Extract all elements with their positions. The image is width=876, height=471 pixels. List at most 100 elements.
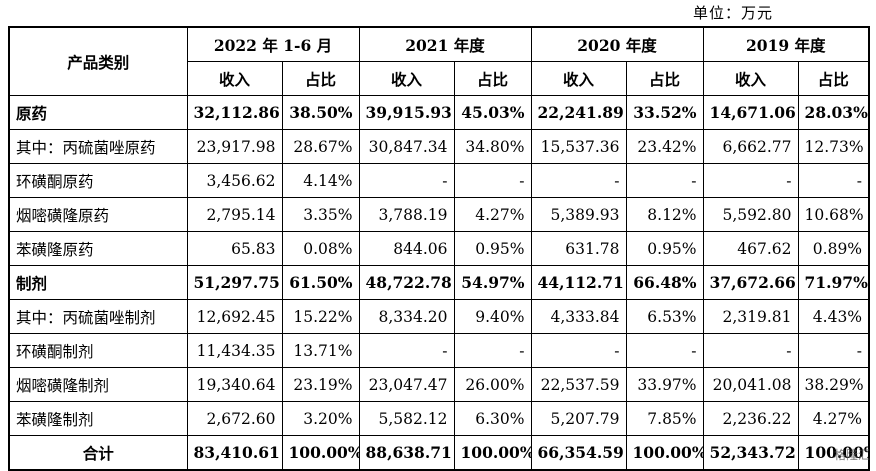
row-label: 其中：丙硫菌唑原药: [8, 129, 188, 164]
share-cell: -: [797, 333, 870, 368]
share-cell: 4.27%: [453, 197, 532, 232]
share-cell: -: [453, 163, 532, 198]
income-cell: -: [358, 333, 455, 368]
period-header: 2022 年 1-6 月: [186, 26, 360, 62]
share-cell: 4.43%: [797, 299, 870, 334]
table-row: 原药 32,112.86 38.50% 39,915.93 45.03% 22,241.8…: [8, 95, 870, 130]
income-cell: 37,672.66: [702, 265, 799, 300]
share-cell: 33.97%: [625, 367, 704, 402]
income-cell: 32,112.86: [186, 95, 283, 130]
table-row: 苯磺隆制剂 2,672.60 3.20% 5,582.12 6.30% 5,207.79 7…: [8, 401, 870, 436]
share-cell: 34.80%: [453, 129, 532, 164]
revenue-table: 产品类别 2022 年 1-6 月 2021 年度 2020 年度 2019 年…: [8, 26, 871, 471]
income-cell: 11,434.35: [186, 333, 283, 368]
income-cell: 88,638.71: [358, 435, 455, 471]
income-cell: 631.78: [530, 231, 627, 266]
income-header: 收入: [702, 61, 799, 96]
share-cell: 12.73%: [797, 129, 870, 164]
share-cell: 7.85%: [625, 401, 704, 436]
share-cell: 45.03%: [453, 95, 532, 130]
row-label: 烟嘧磺隆制剂: [8, 367, 188, 402]
income-cell: 3,788.19: [358, 197, 455, 232]
table-row: 制剂 51,297.75 61.50% 48,722.78 54.97% 44,112.7…: [8, 265, 870, 300]
table-row: 苯磺隆原药 65.83 0.08% 844.06 0.95% 631.78 0.95% 467…: [8, 231, 870, 266]
income-cell: 19,340.64: [186, 367, 283, 402]
income-cell: 844.06: [358, 231, 455, 266]
share-cell: 23.42%: [625, 129, 704, 164]
period-header: 2020 年度: [530, 26, 704, 62]
income-cell: 14,671.06: [702, 95, 799, 130]
share-cell: 100.00%: [797, 435, 870, 471]
income-cell: 5,389.93: [530, 197, 627, 232]
table-row: 其中：丙硫菌唑原药 23,917.98 28.67% 30,847.34 34.80% 1…: [8, 129, 870, 164]
income-cell: -: [358, 163, 455, 198]
watermark: 格隆汇: [833, 448, 870, 462]
share-cell: -: [625, 333, 704, 368]
share-cell: 100.00%: [625, 435, 704, 471]
income-cell: 52,343.72: [702, 435, 799, 471]
share-header: 占比: [281, 61, 360, 96]
share-cell: 0.95%: [453, 231, 532, 266]
share-cell: 28.03%: [797, 95, 870, 130]
share-header: 占比: [797, 61, 870, 96]
share-cell: 26.00%: [453, 367, 532, 402]
income-cell: 6,662.77: [702, 129, 799, 164]
share-cell: 0.95%: [625, 231, 704, 266]
share-cell: 10.68%: [797, 197, 870, 232]
unit-note: 单位：万元: [692, 4, 773, 22]
row-label: 环磺酮原药: [8, 163, 188, 198]
share-cell: 3.35%: [281, 197, 360, 232]
row-label: 合计: [8, 435, 188, 471]
income-cell: 2,236.22: [702, 401, 799, 436]
table-row: 环磺酮原药 3,456.62 4.14% - - - - - -: [8, 163, 870, 198]
income-cell: 3,456.62: [186, 163, 283, 198]
share-cell: 6.53%: [625, 299, 704, 334]
income-cell: 22,537.59: [530, 367, 627, 402]
income-cell: 4,333.84: [530, 299, 627, 334]
row-label: 环磺酮制剂: [8, 333, 188, 368]
income-cell: -: [530, 163, 627, 198]
category-header: 产品类别: [8, 26, 188, 96]
income-cell: 12,692.45: [186, 299, 283, 334]
row-label: 苯磺隆制剂: [8, 401, 188, 436]
share-header: 占比: [625, 61, 704, 96]
share-cell: 6.30%: [453, 401, 532, 436]
income-header: 收入: [358, 61, 455, 96]
row-label: 苯磺隆原药: [8, 231, 188, 266]
income-cell: 51,297.75: [186, 265, 283, 300]
income-cell: 467.62: [702, 231, 799, 266]
share-cell: 61.50%: [281, 265, 360, 300]
income-cell: 8,334.20: [358, 299, 455, 334]
table-row: 其中：丙硫菌唑制剂 12,692.45 15.22% 8,334.20 9.40% 4,3…: [8, 299, 870, 334]
income-cell: -: [530, 333, 627, 368]
row-label: 烟嘧磺隆原药: [8, 197, 188, 232]
income-cell: 2,319.81: [702, 299, 799, 334]
share-cell: 100.00%: [281, 435, 360, 471]
share-cell: 38.50%: [281, 95, 360, 130]
income-cell: 65.83: [186, 231, 283, 266]
share-cell: 100.00%: [453, 435, 532, 471]
share-cell: 66.48%: [625, 265, 704, 300]
income-header: 收入: [186, 61, 283, 96]
table-row: 合计 83,410.61 100.00% 88,638.71 100.00% 66,354…: [8, 435, 870, 471]
table-row: 环磺酮制剂 11,434.35 13.71% - - - - - -: [8, 333, 870, 368]
income-cell: 23,917.98: [186, 129, 283, 164]
share-cell: 54.97%: [453, 265, 532, 300]
share-cell: 71.97%: [797, 265, 870, 300]
income-cell: 5,592.80: [702, 197, 799, 232]
period-header: 2021 年度: [358, 26, 532, 62]
period-header: 2019 年度: [702, 26, 870, 62]
share-cell: 15.22%: [281, 299, 360, 334]
row-label: 其中：丙硫菌唑制剂: [8, 299, 188, 334]
share-cell: 0.08%: [281, 231, 360, 266]
income-cell: 44,112.71: [530, 265, 627, 300]
row-label: 原药: [8, 95, 188, 130]
income-cell: 15,537.36: [530, 129, 627, 164]
income-cell: 66,354.59: [530, 435, 627, 471]
share-cell: 33.52%: [625, 95, 704, 130]
income-cell: 48,722.78: [358, 265, 455, 300]
income-cell: 22,241.89: [530, 95, 627, 130]
income-cell: 5,582.12: [358, 401, 455, 436]
income-cell: 30,847.34: [358, 129, 455, 164]
income-cell: -: [702, 333, 799, 368]
